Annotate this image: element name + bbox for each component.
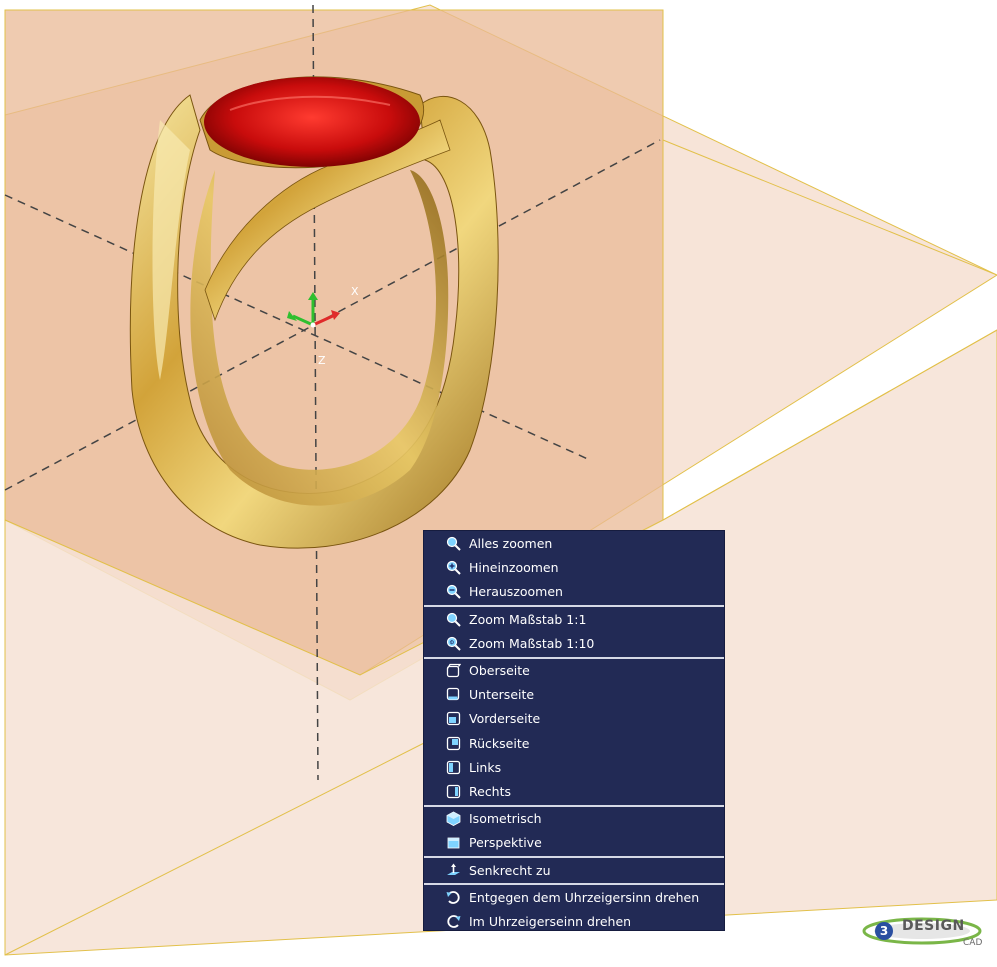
menu-separator — [424, 883, 724, 886]
menu-item-label: Vorderseite — [469, 711, 541, 727]
menu-item-label: Unterseite — [469, 687, 535, 703]
menu-item-label: Oberseite — [469, 663, 530, 678]
axis-gizmo — [287, 292, 340, 328]
menu-item-isometric[interactable]: Isometrisch — [424, 807, 724, 831]
logo-subtext: CAD — [963, 938, 983, 948]
menu-item-zoom-in[interactable]: Hineinzoomen — [424, 556, 724, 580]
bottom-view-icon — [446, 687, 461, 702]
menu-item-label: Zoom Maßstab 1:10 — [469, 635, 595, 651]
menu-separator — [424, 804, 724, 807]
logo-swoosh — [862, 917, 982, 945]
menu-item-label: Isometrisch — [469, 811, 542, 827]
menu-item-rotate-ccw[interactable]: Entgegen dem Uhrzeigersinn drehen — [424, 886, 724, 910]
top-view-icon — [446, 663, 461, 678]
menu-item-zoom-out[interactable]: Herauszoomen — [424, 580, 724, 604]
svg-text:Φ: Φ — [450, 639, 455, 646]
menu-separator — [424, 605, 724, 608]
menu-item-label: Herauszoomen — [469, 584, 563, 600]
back-view-icon — [446, 736, 461, 751]
zoom-out-icon — [446, 584, 461, 600]
menu-item-zoom-scale-1-10[interactable]: Φ Zoom Maßstab 1:10 — [424, 632, 724, 656]
menu-item-label: Perspektive — [469, 835, 542, 851]
menu-item-label: Zoom Maßstab 1:1 — [469, 611, 587, 627]
rotate-cw-icon — [446, 914, 461, 929]
menu-item-top-view[interactable]: Oberseite — [424, 659, 724, 683]
perspective-icon — [446, 835, 461, 850]
menu-item-left-view[interactable]: Links — [424, 756, 724, 780]
context-menu: Alles zoomen Hineinzoomen Herauszoomen Zoom… — [423, 530, 725, 931]
axis-diagonal-1 — [4, 194, 591, 461]
ring-model — [129, 76, 499, 549]
perpendicular-icon — [446, 863, 461, 878]
menu-item-zoom-scale-1-1[interactable]: Zoom Maßstab 1:1 — [424, 608, 724, 632]
axis-label-z: Z — [318, 354, 326, 367]
zoom-scale-1-1-icon — [446, 612, 461, 627]
rotate-ccw-icon — [446, 890, 461, 905]
logo-number: 3 — [875, 922, 893, 940]
menu-item-label: Alles zoomen — [469, 536, 553, 551]
menu-item-perspective[interactable]: Perspektive — [424, 831, 724, 855]
menu-item-label: Links — [469, 759, 502, 775]
gemstone — [204, 77, 420, 167]
menu-item-label: Im Uhrzeigerseinn drehen — [469, 914, 632, 929]
menu-item-perpendicular[interactable]: Senkrecht zu — [424, 859, 724, 883]
menu-separator — [424, 856, 724, 859]
menu-item-rotate-cw[interactable]: Im Uhrzeigerseinn drehen — [424, 910, 724, 934]
isometric-icon — [446, 811, 461, 827]
menu-item-label: Rechts — [469, 784, 512, 799]
menu-item-label: Hineinzoomen — [469, 560, 559, 576]
zoom-scale-1-10-icon: Φ — [446, 636, 461, 651]
menu-item-label: Senkrecht zu — [469, 862, 551, 878]
menu-item-zoom-all[interactable]: Alles zoomen — [424, 532, 724, 556]
axis-label-x: X — [351, 285, 359, 298]
left-view-icon — [446, 760, 461, 775]
menu-item-right-view[interactable]: Rechts — [424, 780, 724, 804]
menu-item-bottom-view[interactable]: Unterseite — [424, 683, 724, 707]
3design-logo: 3 DESIGN CAD — [860, 913, 997, 957]
menu-item-front-view[interactable]: Vorderseite — [424, 707, 724, 731]
menu-item-back-view[interactable]: Rückseite — [424, 732, 724, 756]
zoom-all-icon — [446, 536, 461, 551]
right-view-icon — [446, 784, 461, 799]
zoom-in-icon — [446, 560, 461, 575]
menu-item-label: Entgegen dem Uhrzeigersinn drehen — [469, 889, 700, 905]
front-view-icon — [446, 711, 461, 726]
logo-text: DESIGN — [902, 918, 965, 934]
menu-separator — [424, 656, 724, 659]
menu-item-label: Rückseite — [469, 735, 530, 751]
